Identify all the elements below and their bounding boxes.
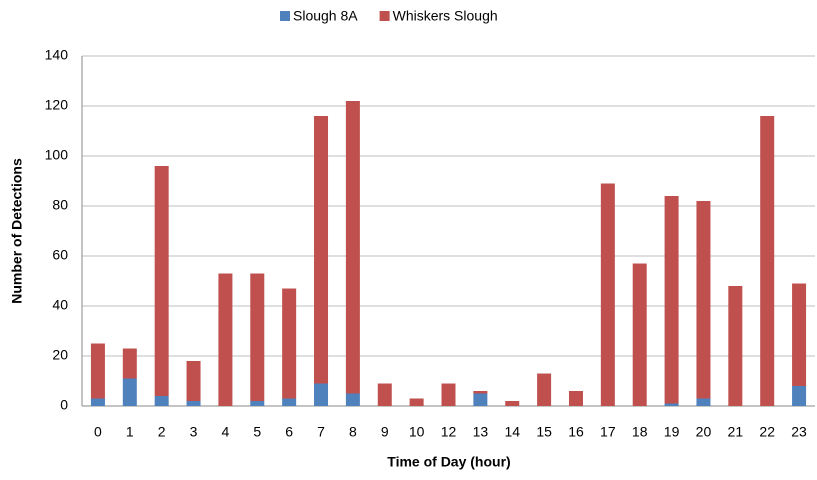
bar-segment <box>345 393 360 406</box>
x-tick-label: 6 <box>285 424 293 440</box>
bar-segment <box>537 373 552 406</box>
x-tick-label: 18 <box>632 424 648 440</box>
x-tick-label: 23 <box>791 424 807 440</box>
bar-segment <box>505 401 520 406</box>
x-tick-label: 15 <box>536 424 552 440</box>
x-tick-label: 16 <box>568 424 584 440</box>
x-tick-label: 17 <box>600 424 616 440</box>
y-tick-label: 100 <box>45 147 69 163</box>
bar-segment <box>314 116 329 384</box>
x-tick-label: 13 <box>473 424 489 440</box>
x-tick-label: 4 <box>222 424 230 440</box>
bar-segment <box>218 273 233 406</box>
legend-swatch <box>379 11 390 21</box>
bar-segment <box>90 398 105 406</box>
y-tick-label: 40 <box>52 297 68 313</box>
bar-segment <box>282 288 297 399</box>
x-tick-label: 1 <box>126 424 134 440</box>
y-tick-label: 60 <box>52 247 68 263</box>
bar-segment <box>696 398 711 406</box>
bar-segment <box>760 116 775 406</box>
bar-segment <box>409 398 424 406</box>
bar-segment <box>632 263 647 406</box>
x-tick-label: 2 <box>158 424 166 440</box>
bar-segment <box>728 286 743 406</box>
bar-segment <box>473 393 488 406</box>
x-tick-label: 5 <box>253 424 261 440</box>
bar-segment <box>345 101 360 394</box>
x-tick-label: 21 <box>728 424 744 440</box>
bar-segment <box>377 383 392 406</box>
x-tick-label: 7 <box>317 424 325 440</box>
legend-swatch <box>280 11 290 21</box>
y-axis-title: Number of Detections <box>9 158 25 304</box>
bar-segment <box>154 166 169 396</box>
y-tick-label: 80 <box>52 197 68 213</box>
bar-segment <box>473 391 488 394</box>
bar-segment <box>186 401 201 406</box>
bar-segment <box>250 401 265 406</box>
x-tick-label: 19 <box>664 424 680 440</box>
bar-segment <box>186 361 201 401</box>
x-tick-label: 10 <box>409 424 425 440</box>
bar-segment <box>314 383 329 406</box>
x-tick-label: 22 <box>759 424 775 440</box>
bar-segment <box>90 343 105 399</box>
bar-segment <box>250 273 265 401</box>
x-tick-label: 3 <box>190 424 198 440</box>
bar-segment <box>568 391 583 406</box>
bar-segment <box>122 348 137 379</box>
bar-segment <box>792 386 807 406</box>
legend-label: Whiskers Slough <box>393 8 498 24</box>
x-tick-label: 12 <box>441 424 457 440</box>
bar-segment <box>664 196 679 404</box>
x-tick-label: 8 <box>349 424 357 440</box>
x-tick-label: 0 <box>94 424 102 440</box>
x-tick-label: 20 <box>696 424 712 440</box>
bar-segment <box>122 378 137 406</box>
y-tick-label: 20 <box>52 347 68 363</box>
bar-segment <box>664 403 679 406</box>
x-tick-label: 9 <box>381 424 389 440</box>
x-axis-title: Time of Day (hour) <box>387 454 510 470</box>
legend-label: Slough 8A <box>293 8 358 24</box>
y-tick-label: 140 <box>45 47 69 63</box>
bar-segment <box>154 396 169 406</box>
y-tick-label: 120 <box>45 97 69 113</box>
bar-segment <box>600 183 615 406</box>
bar-segment <box>696 201 711 399</box>
x-tick-label: 14 <box>504 424 520 440</box>
bar-segment <box>441 383 456 406</box>
bar-segment <box>792 283 807 386</box>
y-tick-label: 0 <box>60 397 68 413</box>
bar-segment <box>282 398 297 406</box>
